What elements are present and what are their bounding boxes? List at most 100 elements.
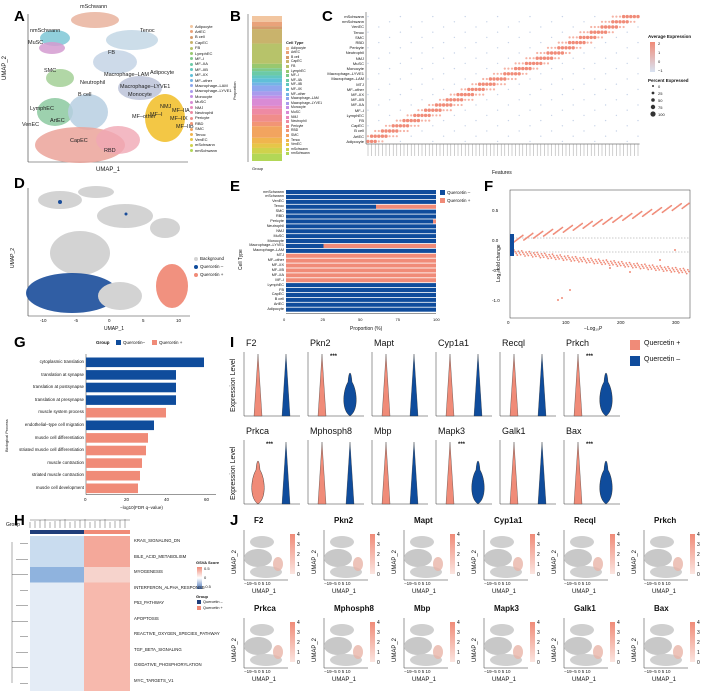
dotplot-dot	[496, 109, 499, 111]
feature-plot-gene-name: F2	[254, 516, 264, 525]
dotplot-dot	[578, 40, 583, 45]
umap-a-legend-item: RBD	[190, 121, 230, 126]
umap-d-bg-blob-3	[97, 204, 153, 228]
proportion-bar-minus	[286, 239, 436, 244]
dotplot-dot	[637, 104, 639, 106]
proportion-category-label: Neutrophil	[266, 223, 284, 228]
dotplot-dot	[420, 109, 424, 112]
volcano-point-down	[629, 263, 632, 266]
dotplot-dot	[391, 124, 395, 128]
volcano-point-up	[521, 234, 524, 237]
volcano-point-down	[564, 257, 567, 259]
volcano-xtick: 100	[562, 320, 570, 325]
dotplot-dot	[550, 99, 553, 101]
dotplot-dot	[583, 114, 585, 117]
feature-ylabel: UMAP_2	[232, 549, 238, 574]
dotplot-dot	[421, 36, 423, 39]
dotplot-dot	[392, 135, 395, 138]
violin-gene-name: Pkn2	[310, 338, 331, 348]
volcano-point-down	[569, 258, 571, 261]
feature-colorbar-tick: 3	[617, 542, 620, 548]
violin-shape	[251, 460, 265, 505]
stacked-segment	[252, 85, 282, 92]
dotplot-row-label: MTJ	[356, 81, 364, 87]
dotplot-dot	[378, 104, 380, 106]
volcano-point-down	[596, 262, 599, 265]
volcano-point-down	[547, 257, 549, 260]
volcano-point-down	[638, 265, 641, 268]
umap-d-bg-blob-5	[50, 231, 110, 275]
cluster-macrophage	[118, 76, 162, 100]
violin-significance: ***	[586, 354, 594, 360]
dotplot-dot	[486, 114, 488, 117]
stacked-segment	[252, 21, 282, 27]
legend-swatch-icon	[286, 69, 289, 73]
dotplot-dot	[546, 51, 550, 55]
dotplot-dot	[456, 92, 460, 97]
dotplot-dot	[615, 83, 618, 85]
feature-plot-gene-name: Mphosph8	[334, 604, 374, 613]
feature-colorbar-tick: 0	[697, 660, 700, 666]
feature-plot: Mphosph8 4 3 2 1 0 −19−5 0 5 10 UMAP_1 UMAP_2	[310, 600, 390, 688]
dotplot-dot	[481, 87, 485, 92]
heatmap-pathway-label: MYOGENESIS	[134, 569, 163, 574]
feature-colorbar	[610, 622, 615, 662]
proportion-bar-minus	[286, 283, 436, 288]
dotplot-dot	[579, 31, 582, 34]
dotplot-row-label: Pericyte	[349, 45, 364, 51]
feature-colorbar-tick: 1	[617, 562, 620, 568]
panel-j-featureplots: F2 4 3 2 1 0 −19−5 0 5 10 UMAP_1 UMAP_2 Pkn2 4 3 2 1 0…	[230, 512, 711, 695]
umap-a-cluster-label: B cell	[78, 92, 92, 98]
dotplot-dot	[485, 82, 489, 86]
volcano-point-down	[590, 257, 592, 260]
dotplot-dot	[388, 114, 391, 117]
expr-tick: 2	[658, 41, 661, 46]
dotplot-dot	[503, 67, 506, 70]
dotplot-dot	[442, 135, 445, 137]
feature-xticks: −19−5 0 5 10	[564, 669, 591, 674]
dotplot-dot	[388, 52, 391, 54]
go-term-label: muscle system process	[38, 409, 84, 415]
umap-a-legend-item: ArtEC	[190, 29, 230, 34]
dotplot-dot	[626, 140, 628, 143]
feature-colorbar-tick: 2	[377, 552, 380, 558]
volcano-point-down	[618, 263, 621, 265]
heatmap-cell-plus	[84, 660, 130, 676]
dotplot-dot	[611, 31, 614, 34]
marker-dotplot	[365, 12, 656, 156]
cluster-artec	[68, 94, 108, 130]
heatmap-group-bar-minus	[30, 530, 84, 534]
dotplot-row-label: LymphEC	[346, 112, 364, 118]
feature-plot: F2 4 3 2 1 0 −19−5 0 5 10 UMAP_1 UMAP_2	[230, 512, 310, 600]
dotplot-dot	[594, 93, 596, 96]
dotplot-dot	[626, 109, 628, 111]
legend-label: Quercetin +	[447, 198, 471, 203]
violin-gene-name: Prkch	[566, 338, 590, 348]
feature-plot-gene-name: Bax	[654, 604, 669, 613]
dotplot-dot	[518, 99, 520, 101]
dotplot-dot	[456, 103, 460, 107]
dotplot-dot	[507, 57, 510, 59]
cluster-mschwann	[71, 12, 119, 28]
violin-gene-name: Cyp1a1	[438, 338, 470, 348]
volcano-point-down	[524, 255, 526, 257]
violin-ylabel-top: Expression Level	[230, 358, 237, 412]
dotplot-dot	[488, 77, 493, 81]
dotplot-dot	[453, 114, 456, 117]
volcano-point-down	[684, 271, 687, 273]
go-term-label: striated muscle contraction	[31, 472, 84, 478]
stacked-segment	[252, 137, 282, 144]
proportion-category-label: LymphEC	[267, 282, 284, 287]
volcano-point-down	[678, 271, 680, 274]
panel-b-legend-item: Monocyte	[286, 105, 322, 110]
dotplot-dot	[434, 103, 439, 107]
dotplot-dot	[410, 57, 412, 59]
volcano-point-down	[663, 266, 666, 269]
feature-colorbar-tick: 2	[617, 640, 620, 646]
percent-size-dot	[650, 104, 656, 110]
volcano-point-down	[617, 261, 620, 264]
dotplot-dot	[434, 108, 439, 112]
volcano-point-up	[650, 208, 653, 211]
violin-shape	[573, 353, 583, 417]
dotplot-dot	[398, 124, 403, 128]
